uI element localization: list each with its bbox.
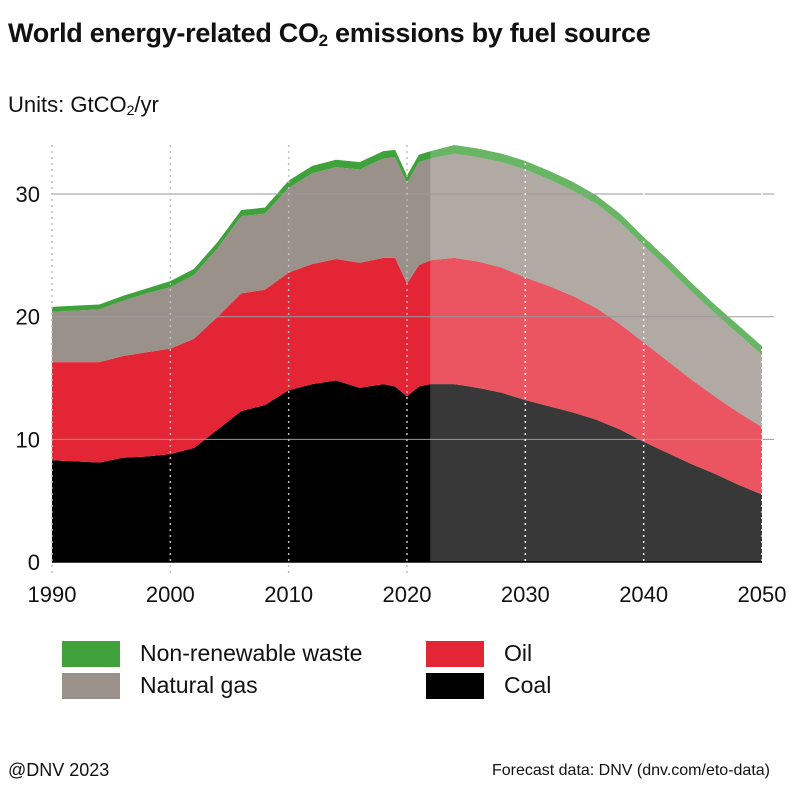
area-coal-forecast (430, 384, 762, 562)
legend-item-waste: Non-renewable waste (62, 640, 362, 667)
legend: Non-renewable waste Oil Natural gas Coal (0, 640, 800, 720)
copyright: @DNV 2023 (8, 760, 110, 780)
legend-swatch-oil (426, 640, 484, 667)
source-note: Forecast data: DNV (dnv.com/eto-data) (491, 762, 770, 779)
y-tick-label-10: 10 (16, 427, 40, 452)
legend-swatch-coal (426, 672, 484, 699)
x-tick-label-2040: 2040 (619, 582, 668, 607)
legend-label-coal: Coal (504, 672, 552, 698)
y-tick-label-20: 20 (16, 305, 40, 330)
area-oil-historical (52, 257, 431, 463)
x-tick-label-1990: 1990 (28, 582, 77, 607)
chart-title: World energy-related CO2 emissions by fu… (8, 18, 651, 50)
y-tick-label-0: 0 (28, 550, 40, 575)
y-tick-label-30: 30 (16, 182, 40, 207)
area-coal-historical (52, 380, 431, 562)
x-tick-label-2030: 2030 (501, 582, 550, 607)
legend-swatch-gas (62, 672, 120, 699)
x-tick-label-2000: 2000 (146, 582, 195, 607)
legend-label-gas: Natural gas (140, 672, 258, 698)
x-tick-label-2020: 2020 (383, 582, 432, 607)
gridlines (51, 145, 774, 576)
x-tick-label-2050: 2050 (738, 582, 787, 607)
legend-label-waste: Non-renewable waste (140, 640, 363, 666)
legend-item-coal: Coal (426, 672, 551, 699)
area-layers (52, 145, 762, 562)
legend-item-gas: Natural gas (62, 672, 258, 699)
legend-item-oil: Oil (426, 640, 532, 667)
area-natural-gas-forecast (430, 153, 762, 428)
legend-label-oil: Oil (504, 640, 533, 666)
legend-swatch-waste (62, 640, 120, 667)
area-natural-gas-historical (52, 157, 431, 363)
x-tick-label-2010: 2010 (264, 582, 313, 607)
units-label: Units: GtCO2/yr (8, 92, 159, 118)
